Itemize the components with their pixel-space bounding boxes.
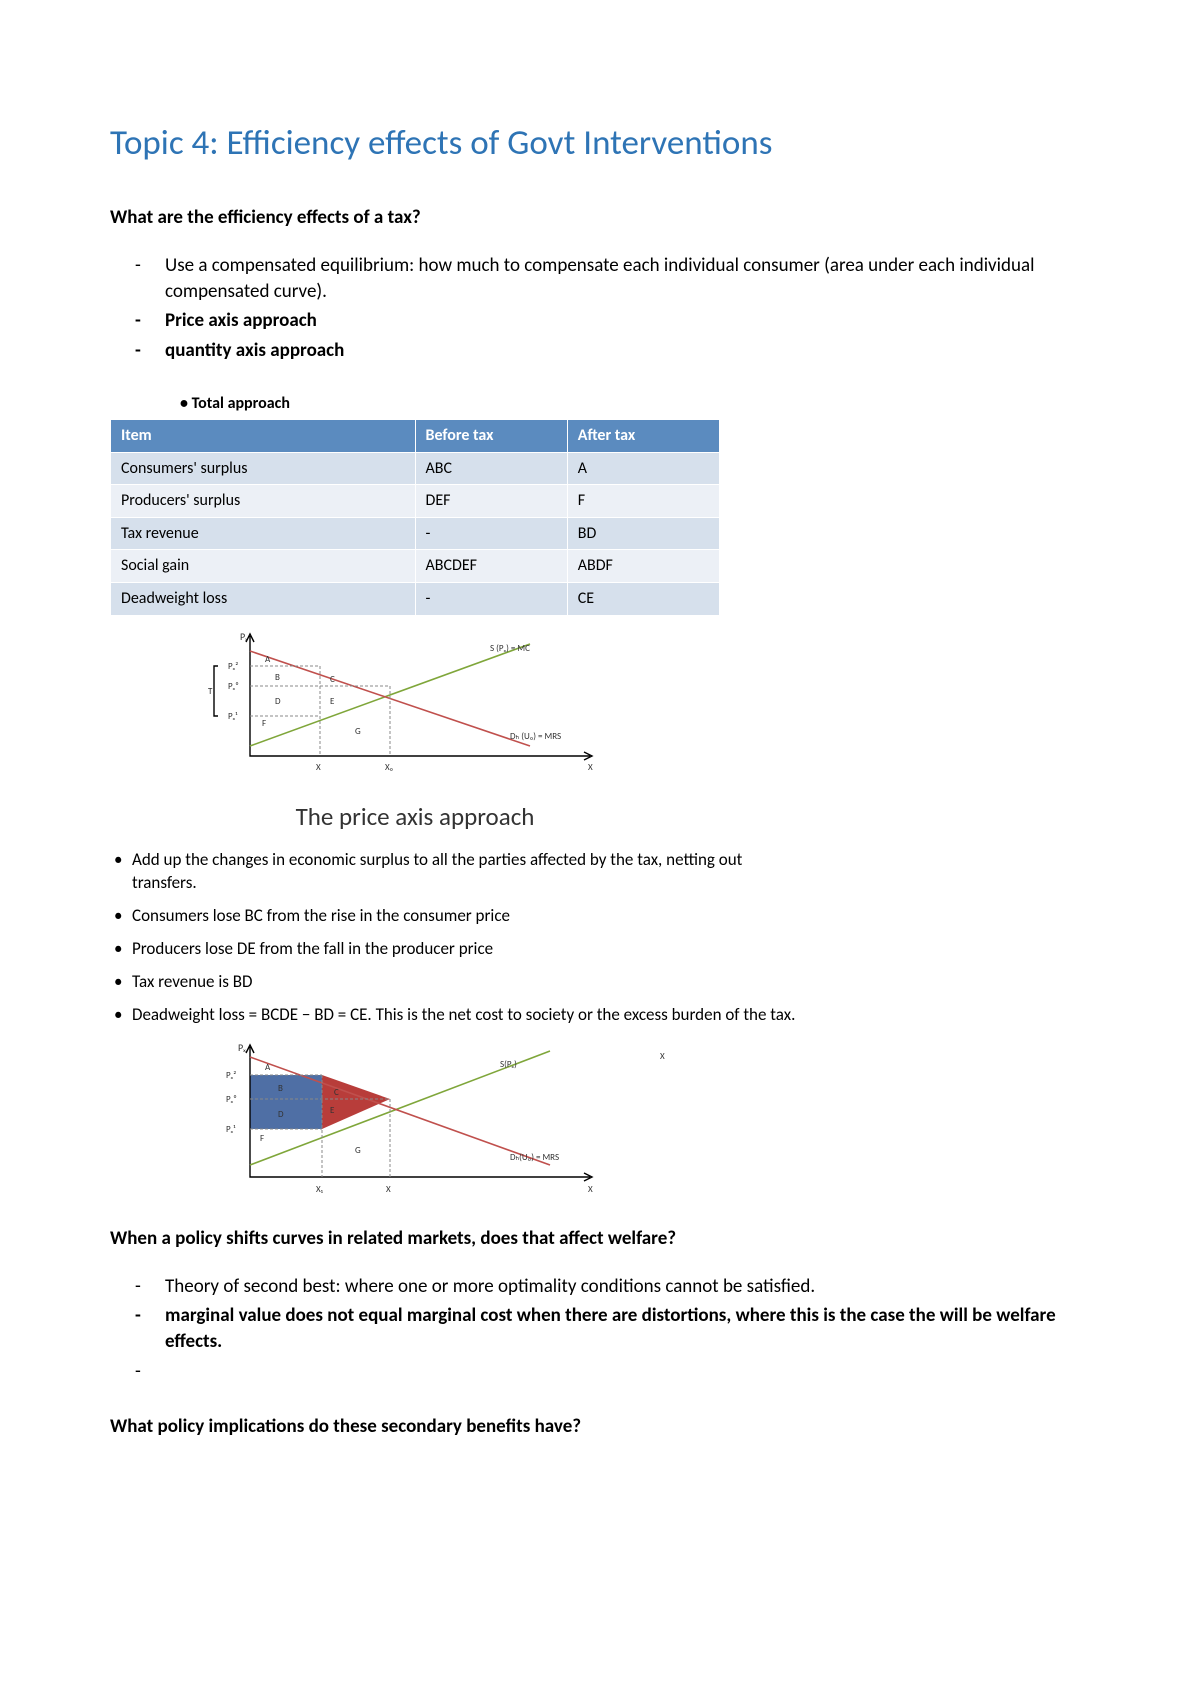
svg-text:B: B (278, 1083, 283, 1094)
table-cell: Producers' surplus (111, 485, 416, 518)
q1-list: Use a compensated equilibrium: how much … (110, 253, 1090, 364)
list-item: Producers lose DE from the fall in the p… (110, 938, 810, 961)
svg-text:B: B (275, 672, 280, 683)
svg-text:X: X (386, 1184, 391, 1195)
total-approach-label: Total approach (110, 393, 1090, 415)
list-item: quantity axis approach (165, 338, 1090, 364)
svg-text:F: F (262, 718, 266, 729)
svg-text:Pₓ²: Pₓ² (226, 1070, 236, 1081)
table-cell: CE (567, 583, 719, 616)
svg-text:X₁: X₁ (316, 1184, 324, 1195)
table-cell: BD (567, 517, 719, 550)
table-cell: - (415, 583, 567, 616)
svg-text:C: C (330, 674, 335, 685)
table-cell: ABDF (567, 550, 719, 583)
list-item: Consumers lose BC from the rise in the c… (110, 905, 810, 928)
svg-text:S (Pₓ) = MC: S (Pₓ) = MC (490, 643, 530, 654)
list-item: Price axis approach (165, 308, 1090, 334)
table-cell: A (567, 452, 719, 485)
svg-text:Pₓ: Pₓ (240, 630, 248, 643)
svg-text:C: C (334, 1087, 339, 1098)
svg-text:F: F (260, 1133, 264, 1144)
svg-text:X: X (660, 1051, 665, 1062)
svg-text:X: X (316, 762, 321, 773)
total-approach-block: Total approach Item Before tax After tax… (110, 393, 1090, 615)
list-item: marginal value does not equal marginal c… (165, 1303, 1090, 1354)
th-before: Before tax (415, 420, 567, 453)
chart-1: Pₓ Pₓ² Pₓ⁰ Pₓ¹ T A B C D E F G S (Pₓ) = … (190, 626, 1090, 776)
price-axis-title: The price axis approach (110, 800, 720, 834)
welfare-table: Item Before tax After tax Consumers' sur… (110, 419, 720, 616)
list-item: Deadweight loss = BCDE − BD = CE. This i… (110, 1004, 810, 1027)
svg-text:Dₕ(U₀) = MRS: Dₕ(U₀) = MRS (510, 1152, 559, 1163)
svg-text:Pₓ²: Pₓ² (228, 661, 238, 672)
question-1: What are the efficiency effects of a tax… (110, 205, 1090, 231)
list-item: Theory of second best: where one or more… (165, 1274, 1090, 1300)
svg-text:Pₓ⁰: Pₓ⁰ (226, 1094, 237, 1105)
svg-text:E: E (330, 1105, 335, 1116)
question-2: When a policy shifts curves in related m… (110, 1226, 1090, 1252)
svg-text:T: T (208, 686, 213, 697)
svg-text:Pₓ¹: Pₓ¹ (226, 1124, 236, 1135)
svg-text:Pₓ¹: Pₓ¹ (228, 711, 238, 722)
chart-2: Pₓ Pₓ² Pₓ⁰ Pₓ¹ A B C D E F G S(Pₓ) Dₕ(U₀… (190, 1037, 1090, 1202)
th-item: Item (111, 420, 416, 453)
svg-text:Pₓ⁰: Pₓ⁰ (228, 681, 239, 692)
svg-text:S(Pₓ): S(Pₓ) (500, 1059, 517, 1070)
svg-text:Pₓ: Pₓ (238, 1041, 246, 1054)
svg-text:A: A (265, 654, 271, 665)
list-item: Add up the changes in economic surplus t… (110, 849, 810, 895)
svg-text:E: E (330, 696, 335, 707)
table-cell: - (415, 517, 567, 550)
list-item: Tax revenue is BD (110, 971, 810, 994)
svg-text:X: X (588, 762, 593, 773)
svg-text:D: D (278, 1109, 284, 1120)
page-title: Topic 4: Efficiency effects of Govt Inte… (110, 120, 1090, 167)
q2-list: Theory of second best: where one or more… (110, 1274, 1090, 1385)
th-after: After tax (567, 420, 719, 453)
svg-text:A: A (265, 1062, 271, 1073)
list-item-empty (165, 1359, 1090, 1385)
svg-text:G: G (355, 726, 361, 737)
table-cell: F (567, 485, 719, 518)
table-cell: ABC (415, 452, 567, 485)
price-axis-bullets: Add up the changes in economic surplus t… (110, 849, 810, 1027)
table-cell: ABCDEF (415, 550, 567, 583)
table-cell: DEF (415, 485, 567, 518)
svg-text:X₀: X₀ (385, 762, 393, 773)
svg-text:Dₕ (U₀) = MRS: Dₕ (U₀) = MRS (510, 731, 561, 742)
svg-text:D: D (275, 696, 281, 707)
table-cell: Consumers' surplus (111, 452, 416, 485)
table-cell: Social gain (111, 550, 416, 583)
table-cell: Deadweight loss (111, 583, 416, 616)
question-3: What policy implications do these second… (110, 1414, 1090, 1440)
svg-text:G: G (355, 1145, 361, 1156)
list-item: Use a compensated equilibrium: how much … (165, 253, 1090, 304)
table-cell: Tax revenue (111, 517, 416, 550)
svg-text:X: X (588, 1184, 593, 1195)
